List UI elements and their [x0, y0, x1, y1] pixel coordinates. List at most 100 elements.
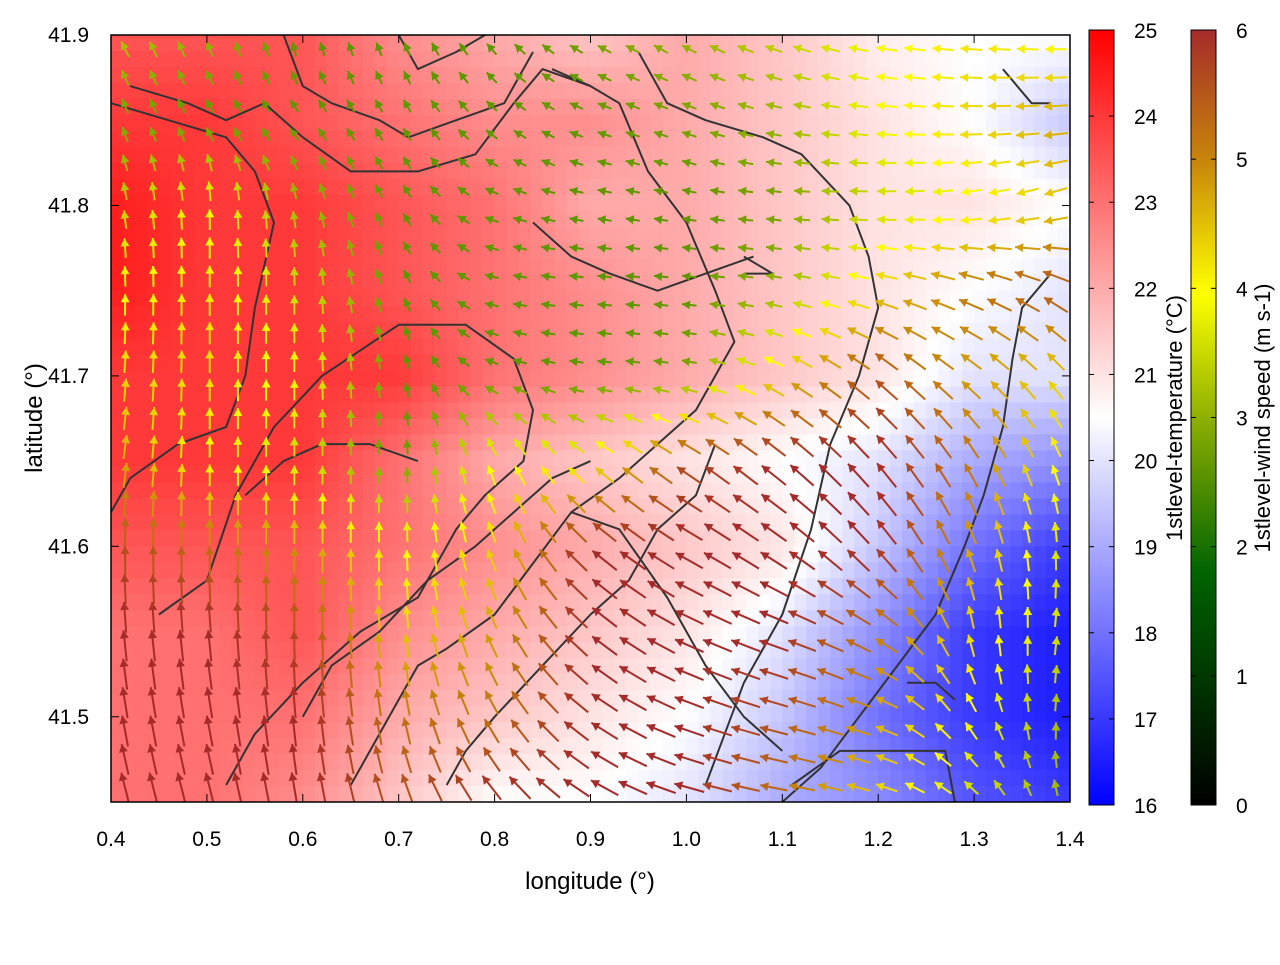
- heatmap-cell: [495, 578, 508, 595]
- heatmap-cell: [327, 387, 340, 404]
- heatmap-cell: [674, 371, 687, 388]
- heatmap-cell: [1034, 51, 1047, 68]
- heatmap-cell: [219, 674, 232, 691]
- heatmap-cell: [842, 163, 855, 180]
- heatmap-cell: [135, 387, 148, 404]
- heatmap-cell: [950, 323, 963, 340]
- heatmap-cell: [243, 115, 256, 132]
- heatmap-cell: [387, 434, 400, 451]
- heatmap-cell: [1034, 706, 1047, 723]
- heatmap-cell: [195, 291, 208, 308]
- heatmap-cell: [555, 163, 568, 180]
- heatmap-cell: [351, 530, 364, 547]
- heatmap-cell: [243, 67, 256, 84]
- heatmap-cell: [950, 83, 963, 100]
- heatmap-cell: [1058, 195, 1071, 212]
- heatmap-cell: [399, 434, 412, 451]
- heatmap-cell: [507, 259, 520, 276]
- heatmap-cell: [567, 195, 580, 212]
- heatmap-cell: [555, 355, 568, 372]
- heatmap-cell: [638, 195, 651, 212]
- heatmap-cell: [1046, 674, 1059, 691]
- heatmap-cell: [471, 770, 484, 787]
- heatmap-cell: [914, 259, 927, 276]
- heatmap-cell: [243, 355, 256, 372]
- heatmap-cell: [950, 227, 963, 244]
- heatmap-cell: [135, 163, 148, 180]
- heatmap-cell: [974, 642, 987, 659]
- heatmap-cell: [722, 147, 735, 164]
- heatmap-cell: [135, 610, 148, 627]
- heatmap-cell: [1058, 530, 1071, 547]
- heatmap-cell: [758, 115, 771, 132]
- colorbar-tick-label: 18: [1134, 623, 1157, 646]
- heatmap-cell: [159, 626, 172, 643]
- heatmap-cell: [111, 466, 124, 483]
- wind-colorbar-label: 1stlevel-wind speed (m s-1): [1250, 284, 1275, 553]
- heatmap-cell: [219, 211, 232, 228]
- heatmap-cell: [746, 115, 759, 132]
- heatmap-cell: [746, 307, 759, 324]
- heatmap-cell: [495, 115, 508, 132]
- heatmap-cell: [435, 227, 448, 244]
- heatmap-cell: [135, 403, 148, 420]
- heatmap-cell: [974, 67, 987, 84]
- heatmap-cell: [1010, 626, 1023, 643]
- heatmap-cell: [375, 578, 388, 595]
- heatmap-cell: [962, 387, 975, 404]
- heatmap-cell: [399, 195, 412, 212]
- heatmap-cell: [614, 403, 627, 420]
- heatmap-cell: [411, 610, 424, 627]
- heatmap-cell: [782, 83, 795, 100]
- heatmap-cell: [662, 163, 675, 180]
- heatmap-cell: [950, 530, 963, 547]
- heatmap-cell: [866, 147, 879, 164]
- heatmap-cell: [219, 371, 232, 388]
- heatmap-cell: [267, 115, 280, 132]
- heatmap-cell: [746, 67, 759, 84]
- heatmap-cell: [662, 403, 675, 420]
- heatmap-cell: [471, 67, 484, 84]
- heatmap-cell: [842, 339, 855, 356]
- heatmap-cell: [818, 498, 831, 515]
- heatmap-cell: [351, 482, 364, 499]
- heatmap-cell: [483, 307, 496, 324]
- y-tick-label: 41.5: [48, 706, 89, 729]
- heatmap-cell: [219, 179, 232, 196]
- heatmap-cell: [219, 291, 232, 308]
- heatmap-cell: [698, 35, 711, 52]
- heatmap-cell: [866, 466, 879, 483]
- heatmap-cell: [339, 562, 352, 579]
- heatmap-cell: [303, 786, 316, 803]
- heatmap-cell: [1058, 99, 1071, 116]
- heatmap-cell: [303, 323, 316, 340]
- heatmap-cell: [183, 387, 196, 404]
- heatmap-cell: [638, 387, 651, 404]
- heatmap-cell: [279, 498, 292, 515]
- heatmap-cell: [411, 211, 424, 228]
- heatmap-cell: [926, 642, 939, 659]
- heatmap-cell: [363, 770, 376, 787]
- heatmap-cell: [686, 195, 699, 212]
- heatmap-cell: [219, 195, 232, 212]
- heatmap-cell: [495, 195, 508, 212]
- heatmap-cell: [1034, 227, 1047, 244]
- heatmap-cell: [243, 626, 256, 643]
- heatmap-cell: [734, 339, 747, 356]
- heatmap-cell: [758, 195, 771, 212]
- heatmap-cell: [890, 195, 903, 212]
- heatmap-cell: [974, 770, 987, 787]
- heatmap-cell: [1034, 754, 1047, 771]
- heatmap-cell: [219, 227, 232, 244]
- heatmap-cell: [686, 339, 699, 356]
- heatmap-cell: [135, 291, 148, 308]
- heatmap-cell: [974, 339, 987, 356]
- heatmap-cell: [279, 674, 292, 691]
- heatmap-cell: [447, 403, 460, 420]
- heatmap-cell: [159, 339, 172, 356]
- heatmap-cell: [890, 131, 903, 148]
- heatmap-cell: [974, 594, 987, 611]
- heatmap-cell: [387, 690, 400, 707]
- heatmap-cell: [614, 339, 627, 356]
- heatmap-cell: [459, 83, 472, 100]
